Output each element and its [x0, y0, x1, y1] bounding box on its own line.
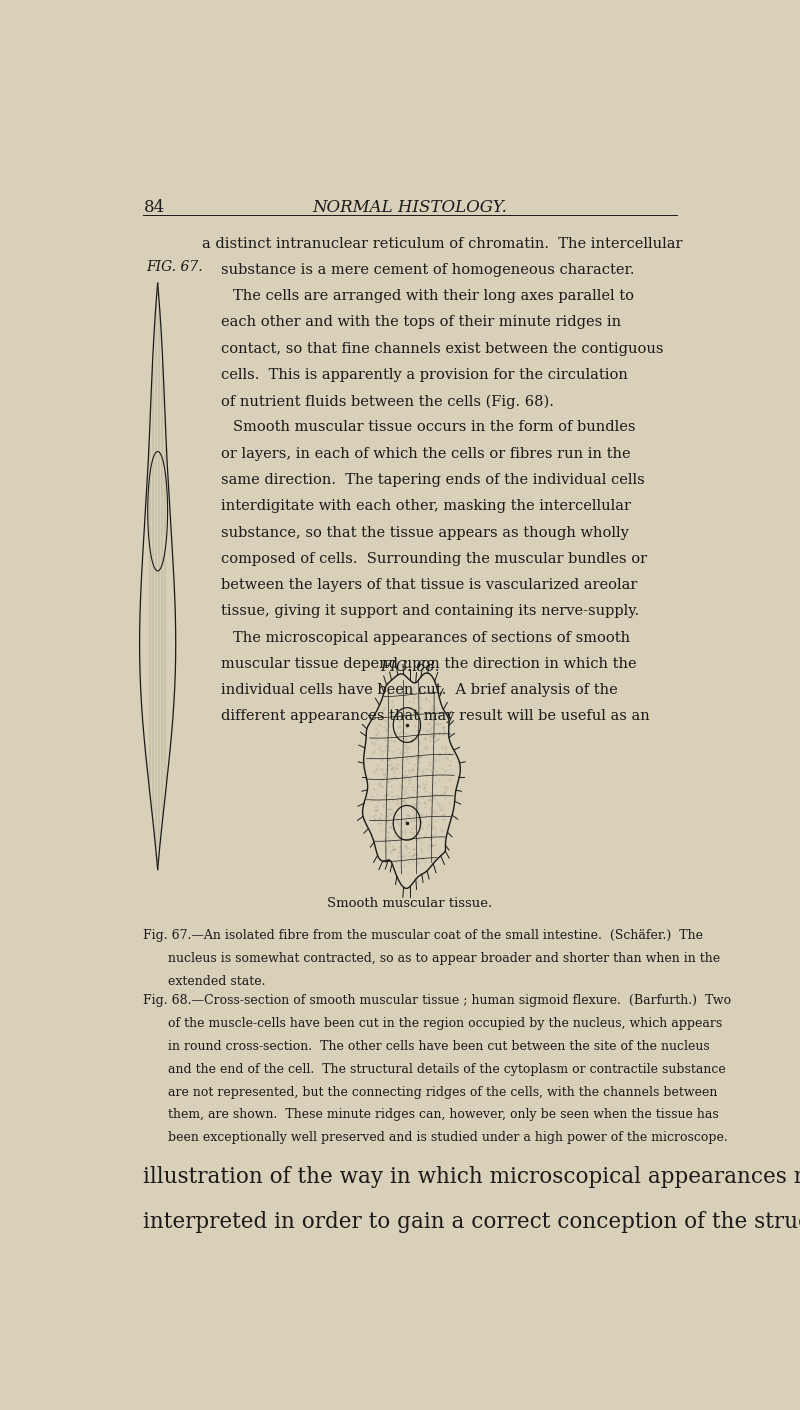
Text: or layers, in each of which the cells or fibres run in the: or layers, in each of which the cells or… — [221, 447, 630, 461]
Text: Fig. 67.—An isolated fibre from the muscular coat of the small intestine.  (Schä: Fig. 67.—An isolated fibre from the musc… — [143, 929, 703, 942]
Text: a distinct intranuclear reticulum of chromatin.  The intercellular: a distinct intranuclear reticulum of chr… — [202, 237, 682, 251]
Text: The cells are arranged with their long axes parallel to: The cells are arranged with their long a… — [234, 289, 634, 303]
Text: nucleus is somewhat contracted, so as to appear broader and shorter than when in: nucleus is somewhat contracted, so as to… — [168, 952, 720, 964]
Text: different appearances that may result will be useful as an: different appearances that may result wi… — [221, 709, 650, 723]
Text: composed of cells.  Surrounding the muscular bundles or: composed of cells. Surrounding the muscu… — [221, 551, 647, 565]
Text: muscular tissue depend upon the direction in which the: muscular tissue depend upon the directio… — [221, 657, 637, 671]
Text: them, are shown.  These minute ridges can, however, only be seen when the tissue: them, are shown. These minute ridges can… — [168, 1108, 719, 1121]
Text: tissue, giving it support and containing its nerve-supply.: tissue, giving it support and containing… — [221, 605, 639, 619]
Text: of nutrient fluids between the cells (Fig. 68).: of nutrient fluids between the cells (Fi… — [221, 395, 554, 409]
Text: illustration of the way in which microscopical appearances must be: illustration of the way in which microsc… — [143, 1166, 800, 1187]
Text: The microscopical appearances of sections of smooth: The microscopical appearances of section… — [234, 630, 630, 644]
Text: contact, so that fine channels exist between the contiguous: contact, so that fine channels exist bet… — [221, 341, 663, 355]
Text: interdigitate with each other, masking the intercellular: interdigitate with each other, masking t… — [221, 499, 631, 513]
Text: FIG. 68.: FIG. 68. — [380, 660, 440, 674]
Text: each other and with the tops of their minute ridges in: each other and with the tops of their mi… — [221, 316, 621, 330]
Text: Smooth muscular tissue.: Smooth muscular tissue. — [327, 897, 493, 909]
Text: same direction.  The tapering ends of the individual cells: same direction. The tapering ends of the… — [221, 472, 645, 486]
Text: interpreted in order to gain a correct conception of the structure: interpreted in order to gain a correct c… — [143, 1211, 800, 1234]
Text: substance is a mere cement of homogeneous character.: substance is a mere cement of homogeneou… — [221, 262, 634, 276]
Text: extended state.: extended state. — [168, 974, 266, 988]
Text: cells.  This is apparently a provision for the circulation: cells. This is apparently a provision fo… — [221, 368, 628, 382]
Text: 84: 84 — [143, 199, 165, 216]
Text: and the end of the cell.  The structural details of the cytoplasm or contractile: and the end of the cell. The structural … — [168, 1063, 726, 1076]
Text: of the muscle-cells have been cut in the region occupied by the nucleus, which a: of the muscle-cells have been cut in the… — [168, 1017, 722, 1031]
Text: been exceptionally well preserved and is studied under a high power of the micro: been exceptionally well preserved and is… — [168, 1131, 728, 1144]
Text: Smooth muscular tissue occurs in the form of bundles: Smooth muscular tissue occurs in the for… — [234, 420, 636, 434]
Text: Fig. 68.—Cross-section of smooth muscular tissue ; human sigmoid flexure.  (Barf: Fig. 68.—Cross-section of smooth muscula… — [143, 994, 731, 1007]
Text: are not represented, but the connecting ridges of the cells, with the channels b: are not represented, but the connecting … — [168, 1086, 718, 1098]
Text: between the layers of that tissue is vascularized areolar: between the layers of that tissue is vas… — [221, 578, 638, 592]
Text: substance, so that the tissue appears as though wholly: substance, so that the tissue appears as… — [221, 526, 629, 540]
Text: FIG. 67.: FIG. 67. — [146, 259, 203, 274]
Text: NORMAL HISTOLOGY.: NORMAL HISTOLOGY. — [313, 199, 507, 216]
Text: individual cells have been cut.  A brief analysis of the: individual cells have been cut. A brief … — [221, 684, 618, 697]
Text: in round cross-section.  The other cells have been cut between the site of the n: in round cross-section. The other cells … — [168, 1041, 710, 1053]
